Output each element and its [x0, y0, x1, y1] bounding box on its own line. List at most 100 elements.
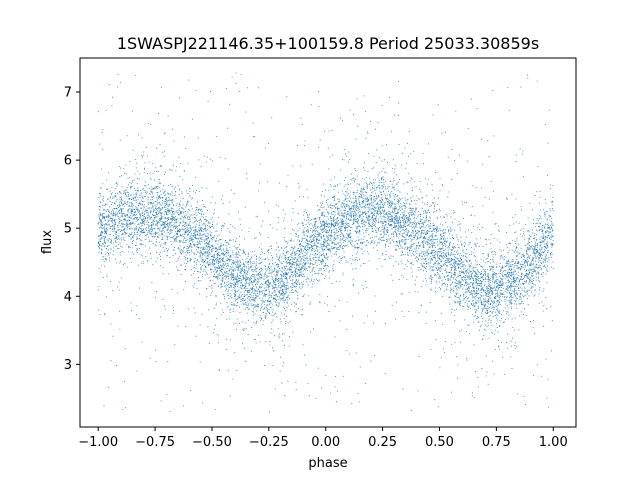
- data-point: [466, 357, 468, 359]
- data-point: [417, 390, 419, 392]
- data-point: [374, 179, 376, 181]
- data-point: [354, 170, 357, 172]
- data-point: [117, 244, 120, 246]
- data-point: [437, 258, 440, 260]
- data-point: [453, 243, 455, 245]
- data-point: [281, 382, 283, 384]
- data-point: [228, 230, 230, 232]
- data-point: [150, 199, 152, 201]
- data-point: [145, 193, 148, 195]
- data-point: [406, 162, 408, 164]
- data-point: [159, 224, 161, 226]
- data-point: [108, 238, 110, 240]
- data-point: [338, 227, 340, 229]
- data-point: [400, 227, 402, 229]
- data-point: [379, 186, 381, 188]
- data-point: [467, 324, 469, 326]
- data-point: [141, 341, 143, 343]
- data-point: [167, 208, 169, 211]
- data-point: [489, 262, 491, 264]
- data-point: [536, 80, 538, 82]
- data-point: [507, 276, 509, 278]
- data-point: [205, 220, 207, 222]
- data-point: [256, 216, 259, 218]
- data-point: [127, 227, 129, 229]
- data-point: [444, 351, 446, 354]
- data-point: [305, 250, 308, 252]
- data-point: [186, 224, 188, 227]
- data-point: [508, 242, 510, 244]
- data-point: [414, 231, 417, 233]
- data-point: [307, 262, 309, 264]
- data-point: [142, 244, 144, 246]
- data-point: [375, 206, 377, 208]
- data-point: [105, 204, 107, 206]
- data-point: [384, 322, 387, 324]
- data-point: [253, 261, 255, 263]
- data-point: [400, 202, 402, 204]
- data-point: [492, 304, 494, 306]
- data-point: [348, 236, 350, 238]
- data-point: [531, 229, 533, 231]
- data-point: [271, 288, 273, 290]
- data-point: [267, 252, 269, 254]
- data-point: [119, 139, 121, 141]
- data-point: [143, 219, 146, 221]
- data-point: [376, 227, 378, 229]
- data-point: [507, 271, 509, 273]
- data-point: [529, 202, 531, 204]
- data-point: [525, 223, 527, 226]
- data-point: [439, 228, 441, 230]
- data-point: [364, 224, 366, 226]
- data-point: [129, 161, 131, 163]
- data-point: [441, 279, 443, 282]
- data-point: [283, 289, 285, 291]
- data-point: [199, 213, 201, 215]
- data-point: [130, 310, 133, 312]
- data-point: [306, 246, 309, 248]
- data-point: [298, 254, 300, 256]
- data-point: [398, 246, 400, 248]
- data-point: [420, 235, 422, 237]
- data-point: [362, 216, 365, 218]
- data-point: [227, 243, 229, 245]
- data-point: [482, 277, 484, 279]
- data-point: [99, 241, 101, 243]
- data-point: [130, 194, 132, 196]
- data-point: [138, 209, 140, 211]
- data-point: [215, 230, 217, 232]
- data-point: [538, 264, 540, 266]
- data-point: [143, 217, 145, 219]
- data-point: [222, 195, 224, 197]
- data-point: [150, 210, 152, 212]
- data-point: [230, 308, 232, 310]
- data-point: [413, 216, 416, 218]
- data-point: [536, 238, 538, 240]
- data-point: [163, 231, 166, 233]
- data-point: [490, 299, 492, 301]
- data-point: [408, 292, 410, 294]
- data-point: [416, 253, 418, 255]
- data-point: [115, 188, 117, 190]
- data-point: [178, 241, 180, 243]
- data-point: [439, 216, 442, 218]
- data-point: [268, 258, 270, 261]
- data-point: [376, 210, 379, 212]
- data-point: [352, 197, 354, 199]
- data-point: [428, 243, 430, 245]
- data-point: [187, 193, 189, 195]
- data-point: [347, 233, 349, 235]
- data-point: [338, 229, 341, 231]
- data-point: [123, 229, 125, 231]
- data-point: [455, 274, 457, 276]
- data-point: [269, 262, 271, 265]
- data-point: [521, 289, 523, 291]
- data-point: [340, 225, 342, 227]
- data-point: [118, 229, 120, 231]
- data-point: [397, 227, 399, 230]
- data-point: [320, 268, 323, 270]
- data-point: [324, 239, 326, 241]
- data-point: [392, 193, 394, 195]
- data-point: [193, 236, 195, 238]
